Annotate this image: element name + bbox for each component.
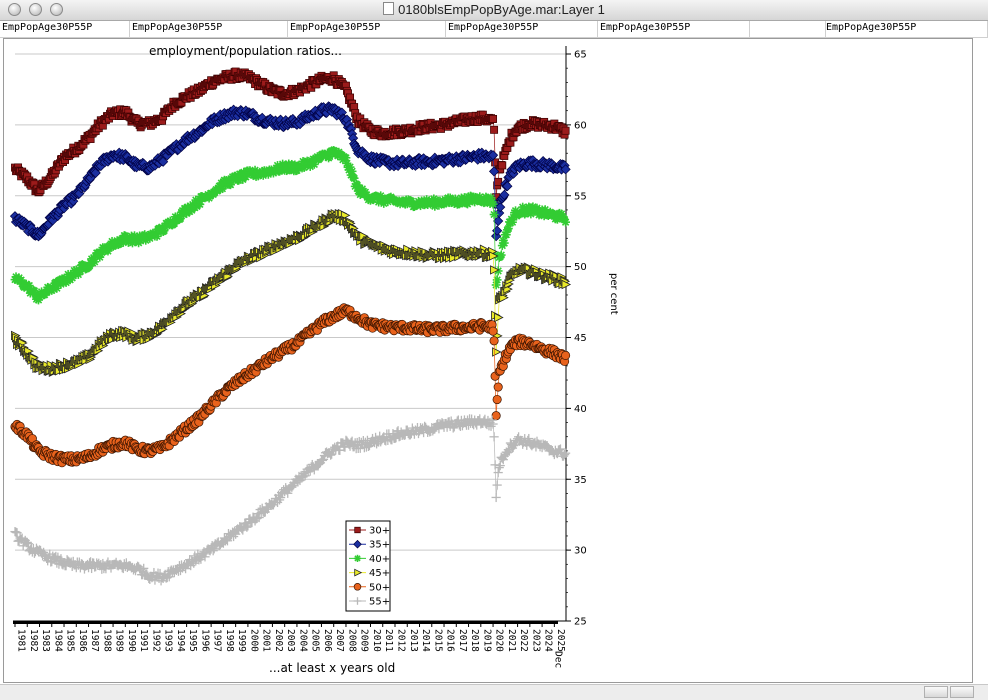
column-header-label: EmpPopAge30P55P [290, 22, 380, 33]
x-tick-label: 1982 [28, 629, 39, 652]
x-tick-label: 2023 [530, 629, 541, 652]
x-tick-label: 1994 [175, 629, 186, 652]
x-tick-label: 1998 [224, 629, 235, 652]
x-tick-label: 1981 [16, 629, 27, 652]
column-header-label: EmpPopAge30P55P [826, 22, 916, 33]
x-tick-label: 2022 [518, 629, 529, 652]
y-tick-label: 50 [574, 262, 587, 273]
x-tick-label: 2025 [555, 629, 566, 652]
column-header-cell[interactable]: EmpPopAge30P55P [288, 21, 446, 37]
data-point [492, 412, 500, 420]
data-point [489, 327, 497, 335]
x-tick-label: 1993 [163, 629, 174, 652]
x-tick-label: 2017 [457, 629, 468, 652]
x-tick-label: 1995 [187, 629, 198, 652]
x-tick-label: 2016 [445, 629, 456, 652]
data-point [497, 251, 506, 260]
y-tick-label: 30 [574, 546, 587, 557]
data-point [495, 178, 502, 185]
y-tick-label: 60 [574, 120, 587, 131]
data-point [494, 383, 502, 391]
x-tick-label: 1988 [101, 629, 112, 652]
document-icon [383, 2, 394, 15]
column-header-label: EmpPopAge30P55P [448, 22, 538, 33]
x-tick-label: 1990 [126, 629, 137, 652]
x-tick-label: 2011 [383, 629, 394, 652]
x-tick-label: 2021 [506, 629, 517, 652]
x-tick-label: 1986 [77, 629, 88, 652]
x-tick-label: 2001 [261, 629, 272, 652]
data-point [494, 216, 503, 225]
x-tick-label: 1983 [40, 629, 51, 652]
x-tick-label: 2012 [396, 629, 407, 652]
x-tick-label: 1985 [65, 629, 76, 652]
x-tick-label: 1996 [199, 629, 210, 652]
y-axis-label: per cent [608, 273, 619, 315]
x-tick-label: 1991 [138, 629, 149, 652]
x-tick-label: 2007 [334, 629, 345, 652]
column-header-cell[interactable]: EmpPopAge30P55P [130, 21, 288, 37]
x-tick-label: 2004 [297, 629, 308, 652]
x-tick-label: 2008 [346, 629, 357, 652]
column-header-cell[interactable]: EmpPopAge30P55P [0, 21, 130, 37]
column-header-label: EmpPopAge30P55P [2, 22, 92, 33]
window-title-bar[interactable]: 0180blsEmpPopByAge.mar:Layer 1 [0, 0, 988, 21]
data-point [489, 115, 496, 122]
x-tick-label: 2018 [469, 629, 480, 652]
y-tick-label: 65 [574, 50, 587, 61]
chart-title: employment/population ratios... [149, 44, 342, 58]
x-tick-label: 2013 [408, 629, 419, 652]
window-title-text: 0180blsEmpPopByAge.mar:Layer 1 [398, 2, 605, 17]
series-30plus [11, 68, 569, 201]
data-point [490, 210, 499, 219]
data-point [562, 127, 569, 134]
data-point [490, 126, 497, 133]
column-header-label: EmpPopAge30P55P [132, 22, 222, 33]
x-tick-label: 1987 [89, 629, 100, 652]
y-tick-label: 40 [574, 404, 587, 415]
x-tick-label: 1984 [52, 629, 63, 652]
x-tick-label: 2019 [481, 629, 492, 652]
x-tick-label: 1997 [212, 629, 223, 652]
y-tick-label: 25 [574, 617, 587, 628]
x-tick-label: 1999 [236, 629, 247, 652]
data-point [493, 395, 501, 403]
x-tick-label: 2015 [432, 629, 443, 652]
x-tick-label: 2005 [310, 629, 321, 652]
data-point [490, 337, 498, 345]
x-axis-monthly-ticks [13, 621, 558, 624]
data-point [499, 162, 506, 169]
column-header-cell[interactable]: EmpPopAge30P55P [826, 21, 988, 37]
x-tick-label: 2009 [359, 629, 370, 652]
y-tick-label: 55 [574, 191, 587, 202]
data-point [500, 239, 509, 248]
y-tick-label: 45 [574, 333, 587, 344]
column-header-row: EmpPopAge30P55P EmpPopAge30P55P EmpPopAge3… [0, 21, 988, 38]
x-tick-label: 1989 [114, 629, 125, 652]
column-header-cell[interactable] [750, 21, 826, 37]
x-tick-label: 2006 [322, 629, 333, 652]
x-tick-label: 1992 [150, 629, 161, 652]
x-tick-label: 2024 [543, 629, 554, 652]
x-tick-label: 2002 [273, 629, 284, 652]
x-tick-label: 2010 [371, 629, 382, 652]
window-title: 0180blsEmpPopByAge.mar:Layer 1 [0, 2, 988, 17]
x-tick-label: 2000 [248, 629, 259, 652]
x-tick-label: 2014 [420, 629, 431, 652]
column-header-cell[interactable]: EmpPopAge30P55P [446, 21, 598, 37]
x-tick-label: 2020 [494, 629, 505, 652]
x-tick-label: 2003 [285, 629, 296, 652]
column-header-label: EmpPopAge30P55P [600, 22, 690, 33]
x-end-label: Dec [553, 651, 564, 668]
series-50plus [11, 304, 570, 467]
x-axis-label: ...at least x years old [269, 661, 395, 675]
data-point [561, 218, 570, 227]
data-point [489, 200, 498, 209]
y-tick-label: 35 [574, 475, 587, 486]
column-header-cell[interactable]: EmpPopAge30P55P [598, 21, 750, 37]
